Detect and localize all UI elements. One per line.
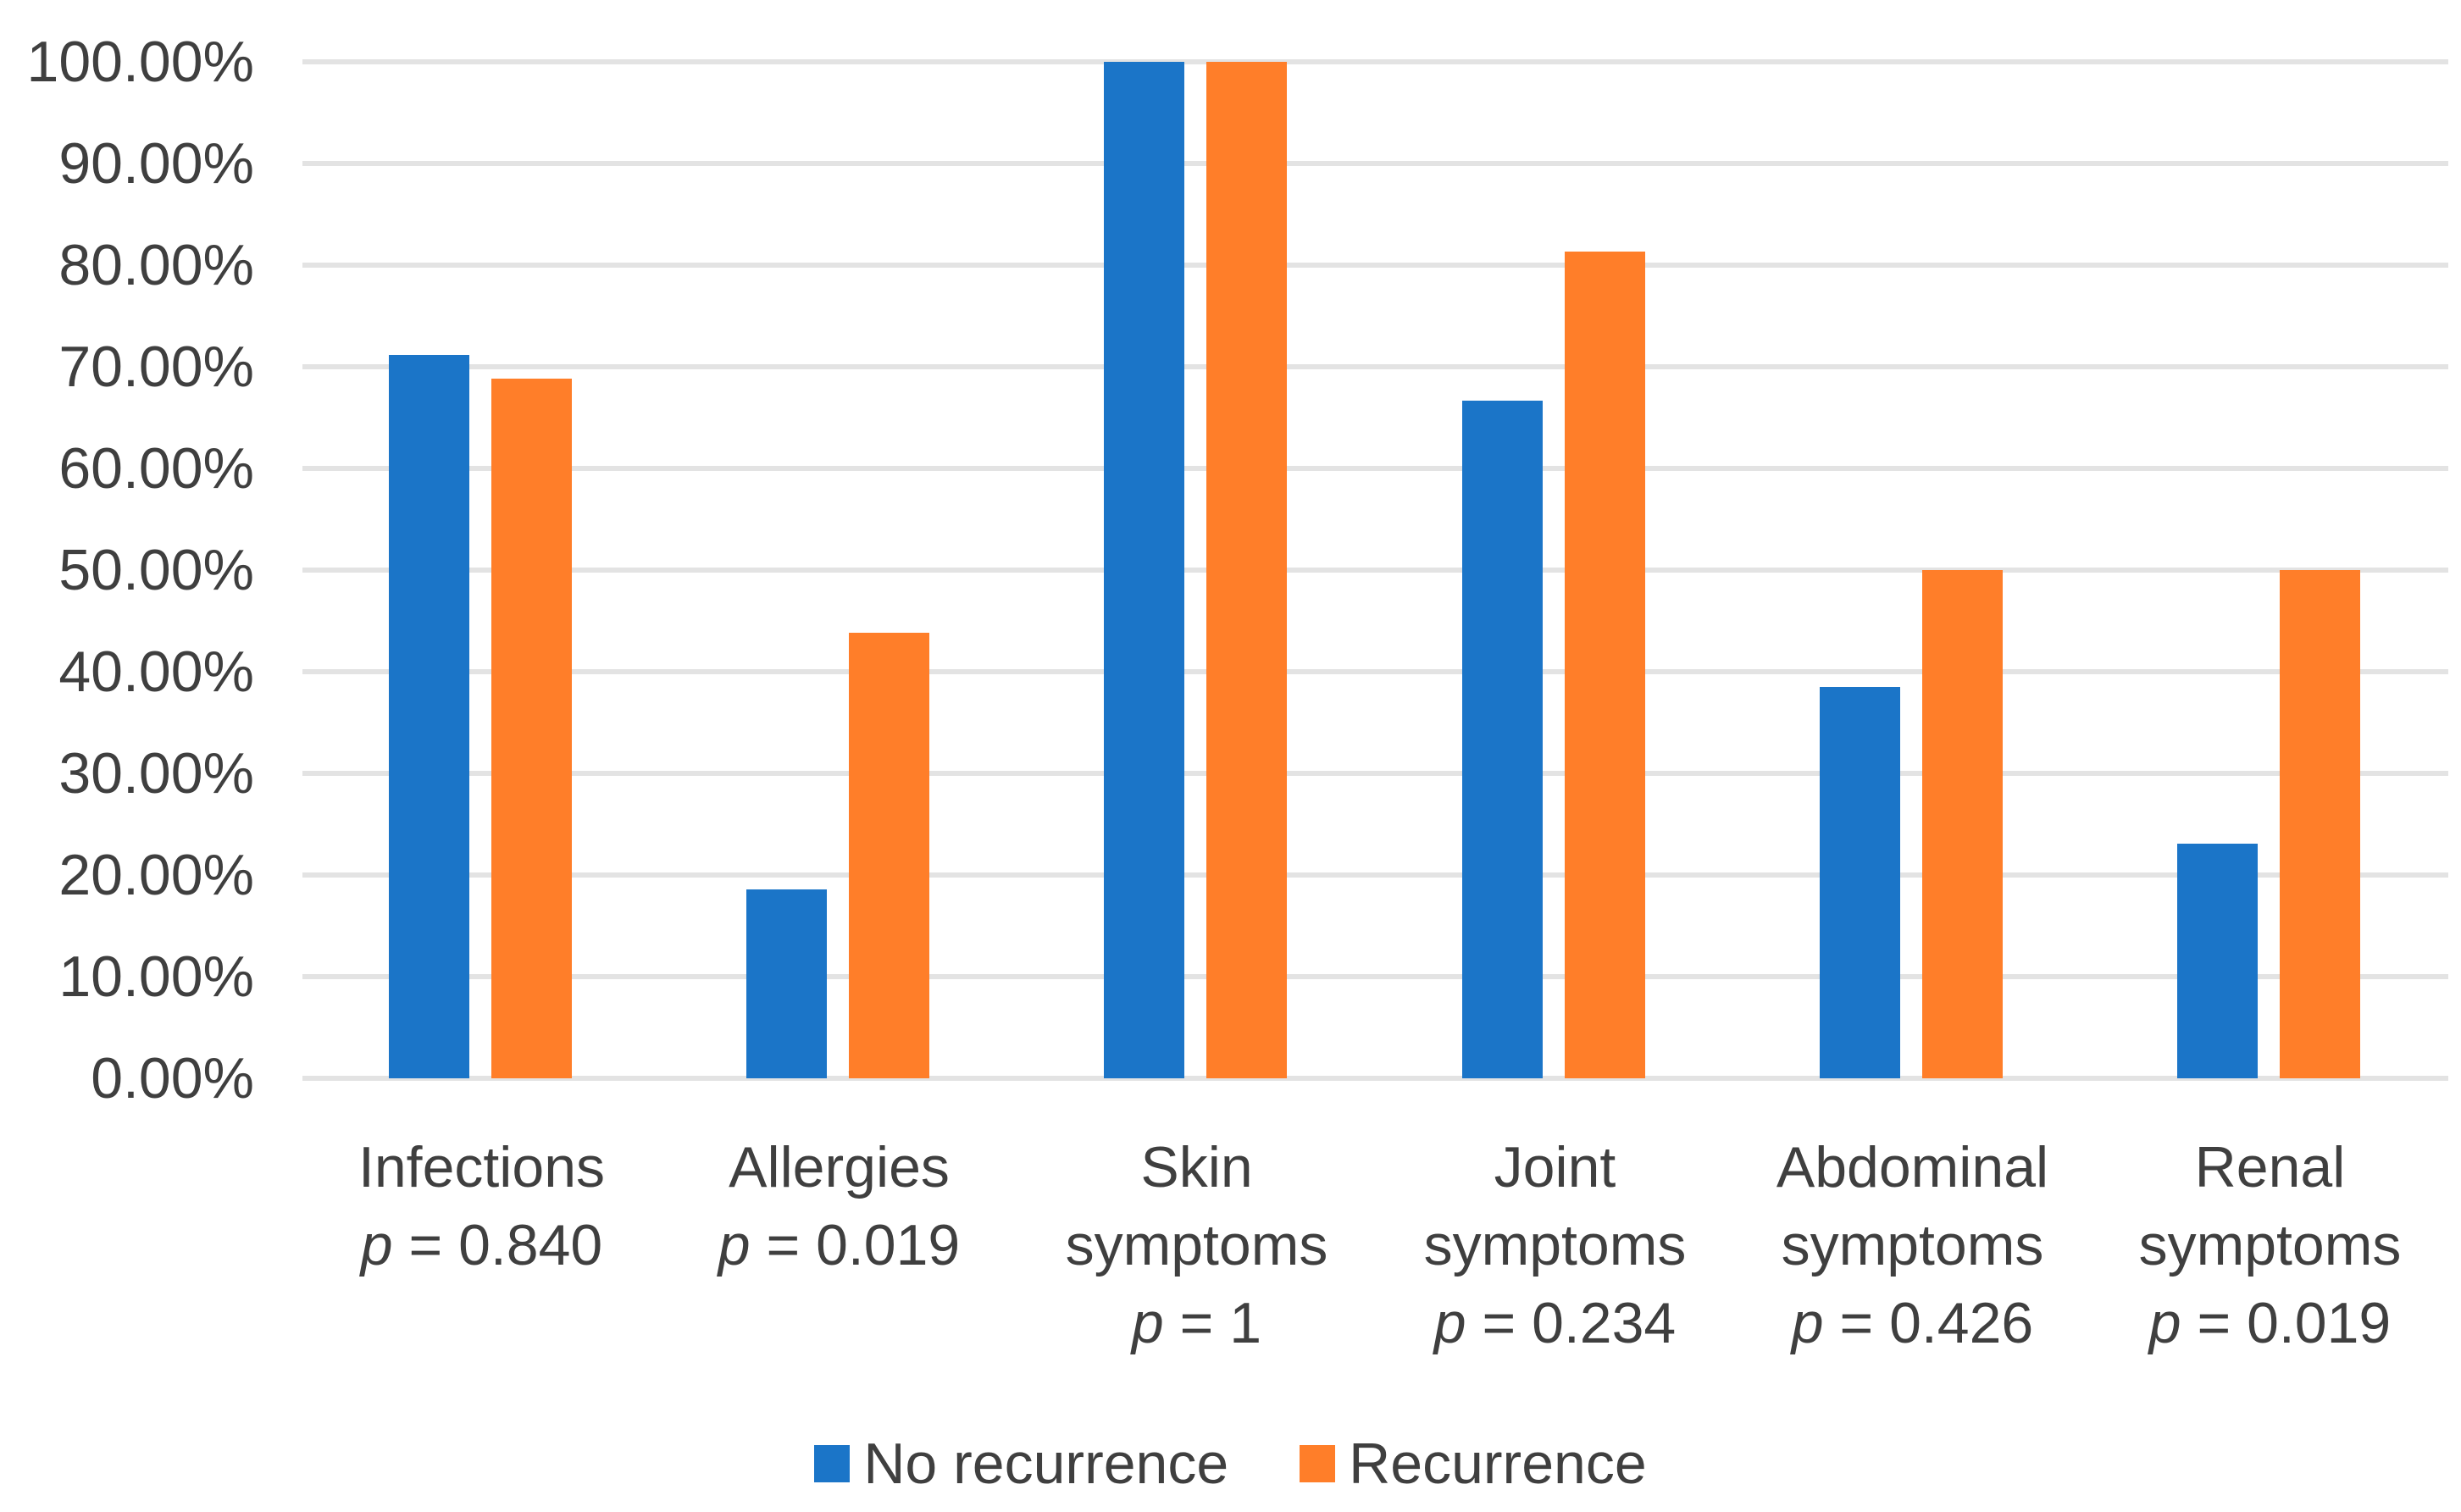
p-value-label: p = 0.019 bbox=[2148, 1291, 2392, 1355]
x-label-infections: Infections p = 0.840 bbox=[302, 1128, 661, 1284]
legend-swatch-no-recurrence bbox=[814, 1445, 851, 1482]
bar-no-recurrence-infections bbox=[389, 355, 469, 1078]
legend-label-no-recurrence: No recurrence bbox=[863, 1432, 1229, 1496]
y-tick-label-80: 80.00% bbox=[58, 233, 254, 297]
plot-area bbox=[302, 62, 2448, 1078]
bar-recurrence-skin-symptoms bbox=[1206, 62, 1287, 1078]
gridline-80 bbox=[302, 263, 2448, 268]
y-tick-label-30: 30.00% bbox=[58, 741, 254, 806]
p-value-label: p = 0.234 bbox=[1433, 1291, 1677, 1355]
x-label-renal-symptoms: Renal symptoms p = 0.019 bbox=[2091, 1128, 2449, 1362]
legend-item-recurrence: Recurrence bbox=[1300, 1430, 1647, 1498]
legend-swatch-recurrence bbox=[1300, 1445, 1336, 1482]
gridline-0 bbox=[302, 1076, 2448, 1081]
y-tick-label-40: 40.00% bbox=[58, 640, 254, 704]
p-value-label: p = 0.840 bbox=[360, 1213, 603, 1277]
gridline-30 bbox=[302, 771, 2448, 776]
y-tick-label-50: 50.00% bbox=[58, 538, 254, 602]
category-name-line: symptoms bbox=[2138, 1213, 2402, 1277]
x-label-joint-symptoms: Joint symptoms p = 0.234 bbox=[1376, 1128, 1734, 1362]
category-name-line: symptoms bbox=[1423, 1213, 1687, 1277]
category-name-line: Renal bbox=[2194, 1135, 2346, 1199]
y-tick-label-100: 100.00% bbox=[26, 30, 254, 94]
bar-recurrence-allergies bbox=[849, 633, 929, 1078]
gridline-50 bbox=[302, 568, 2448, 573]
bar-no-recurrence-renal-symptoms bbox=[2177, 844, 2258, 1078]
bar-no-recurrence-allergies bbox=[746, 889, 827, 1078]
category-name-line: Joint bbox=[1494, 1135, 1616, 1199]
bar-recurrence-joint-symptoms bbox=[1565, 252, 1645, 1078]
category-name-line: symptoms bbox=[1781, 1213, 2044, 1277]
bar-recurrence-infections bbox=[491, 379, 572, 1078]
category-name-line: Allergies bbox=[729, 1135, 950, 1199]
y-tick-label-70: 70.00% bbox=[58, 335, 254, 399]
gridline-90 bbox=[302, 161, 2448, 166]
y-tick-label-90: 90.00% bbox=[58, 131, 254, 196]
p-value-label: p = 0.426 bbox=[1791, 1291, 2034, 1355]
bar-recurrence-abdominal-symptoms bbox=[1922, 570, 2003, 1078]
category-name-line: Infections bbox=[358, 1135, 606, 1199]
gridline-70 bbox=[302, 364, 2448, 369]
legend-item-no-recurrence: No recurrence bbox=[814, 1430, 1228, 1498]
p-value-label: p = 0.019 bbox=[718, 1213, 961, 1277]
y-tick-label-0: 0.00% bbox=[91, 1046, 254, 1110]
category-name-line: symptoms bbox=[1065, 1213, 1328, 1277]
gridline-10 bbox=[302, 974, 2448, 979]
y-tick-label-10: 10.00% bbox=[58, 944, 254, 1009]
bar-no-recurrence-abdominal-symptoms bbox=[1820, 687, 1900, 1078]
gridline-20 bbox=[302, 872, 2448, 878]
gridline-60 bbox=[302, 466, 2448, 471]
bar-recurrence-renal-symptoms bbox=[2280, 570, 2360, 1078]
gridline-40 bbox=[302, 669, 2448, 674]
x-label-allergies: Allergies p = 0.019 bbox=[660, 1128, 1018, 1284]
gridline-100 bbox=[302, 59, 2448, 64]
legend: No recurrence Recurrence bbox=[0, 1430, 2461, 1498]
legend-label-recurrence: Recurrence bbox=[1349, 1432, 1647, 1496]
category-name-line: Skin bbox=[1140, 1135, 1253, 1199]
bar-no-recurrence-skin-symptoms bbox=[1104, 62, 1184, 1078]
x-label-skin-symptoms: Skin symptoms p = 1 bbox=[1017, 1128, 1376, 1362]
bar-no-recurrence-joint-symptoms bbox=[1462, 401, 1543, 1078]
y-tick-label-60: 60.00% bbox=[58, 436, 254, 501]
x-label-abdominal-symptoms: Abdominal symptoms p = 0.426 bbox=[1733, 1128, 2092, 1362]
category-name-line: Abdominal bbox=[1776, 1135, 2049, 1199]
p-value-label: p = 1 bbox=[1131, 1291, 1262, 1355]
y-tick-label-20: 20.00% bbox=[58, 843, 254, 907]
